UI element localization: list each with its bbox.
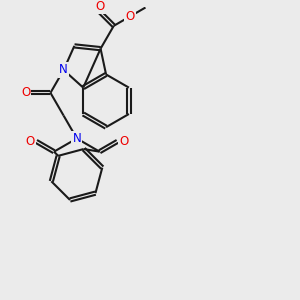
Text: O: O (119, 135, 128, 148)
Text: N: N (59, 64, 68, 76)
Text: O: O (95, 0, 104, 13)
Text: O: O (21, 86, 30, 99)
Text: O: O (126, 10, 135, 22)
Text: N: N (72, 132, 81, 145)
Text: O: O (25, 135, 34, 148)
